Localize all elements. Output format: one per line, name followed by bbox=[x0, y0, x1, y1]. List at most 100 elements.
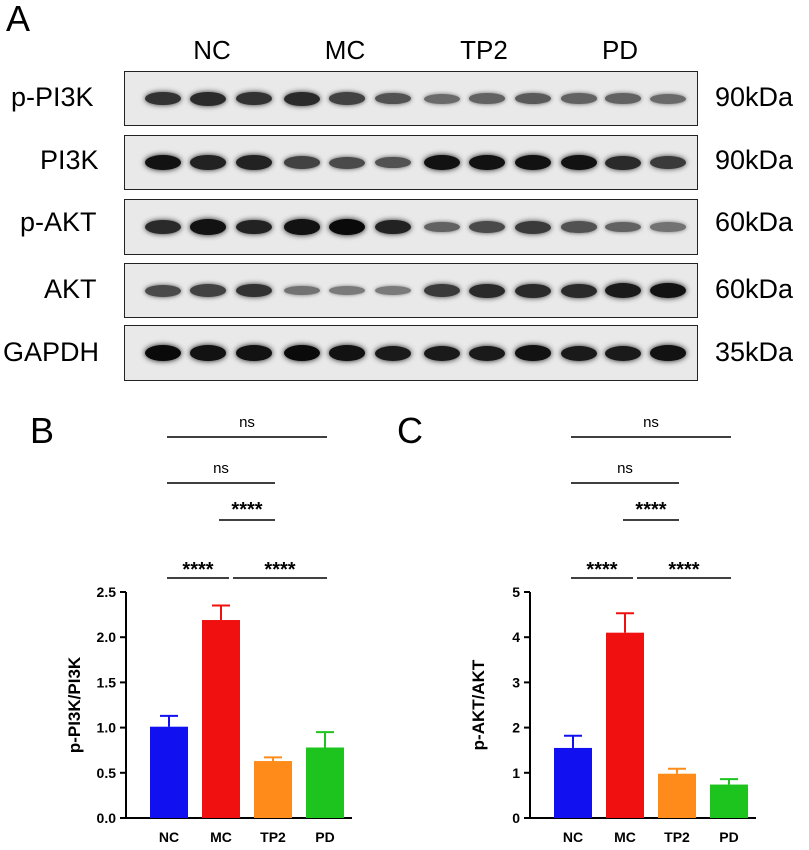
band-p-pi3k-lane-11 bbox=[605, 93, 641, 104]
chart-b-sig-label-3: **** bbox=[182, 559, 213, 581]
band-p-pi3k-lane-1 bbox=[145, 91, 181, 106]
band-p-akt-lane-6 bbox=[375, 219, 411, 235]
row-label-gapdh: GAPDH bbox=[3, 337, 100, 367]
band-pi3k-lane-4 bbox=[284, 156, 320, 169]
chart-b-ytick-label: 0.5 bbox=[97, 765, 117, 781]
chart-c-ytick-label: 4 bbox=[512, 629, 520, 645]
chart-c-ytick-label: 2 bbox=[512, 720, 520, 736]
band-gapdh-lane-12 bbox=[650, 345, 686, 361]
band-p-pi3k-lane-12 bbox=[650, 93, 686, 104]
chart-b-ytick-label: 0.0 bbox=[97, 810, 117, 826]
chart-c-bar-mc bbox=[606, 632, 644, 818]
chart-b-ytick-label: 1.5 bbox=[97, 674, 117, 690]
chart-b-bar-mc bbox=[202, 620, 240, 818]
band-pi3k-lane-5 bbox=[329, 156, 365, 169]
band-p-akt-lane-7 bbox=[424, 221, 460, 233]
chart-b: p-PI3K/PI3K 0.0 0.5 1.0 1.5 2.0 2.5 NC MC TP2 PD ns… bbox=[65, 414, 352, 845]
band-p-akt-lane-2 bbox=[190, 219, 226, 235]
band-gapdh-lane-10 bbox=[561, 345, 597, 361]
chart-c-sig-label-3: **** bbox=[586, 559, 617, 581]
blot-strip-gapdh bbox=[124, 325, 698, 381]
blot-strip-p-akt bbox=[124, 199, 698, 255]
band-p-akt-lane-4 bbox=[284, 219, 320, 235]
chart-c-sig-label-1: ns bbox=[617, 460, 633, 477]
panel-a-letter: A bbox=[6, 0, 31, 39]
band-p-akt-lane-3 bbox=[236, 219, 272, 235]
band-akt-lane-3 bbox=[236, 283, 272, 298]
chart-b-sig-label-4: **** bbox=[264, 559, 295, 581]
row-label-p-akt: p-AKT bbox=[20, 207, 97, 237]
band-p-akt-lane-5 bbox=[329, 219, 365, 235]
chart-c-sig-label-4: **** bbox=[668, 559, 699, 581]
chart-c-sig-label-2: **** bbox=[635, 499, 666, 521]
band-akt-lane-4 bbox=[284, 285, 320, 296]
band-akt-lane-5 bbox=[329, 286, 365, 295]
chart-b-ytick-label: 1.0 bbox=[97, 720, 117, 736]
kda-label-gapdh: 35kDa bbox=[715, 337, 794, 367]
group-label-nc: NC bbox=[193, 35, 231, 65]
blot-strip-akt bbox=[124, 263, 698, 318]
chart-c-ytick-label: 5 bbox=[512, 584, 520, 600]
chart-b-ytick-label: 2.5 bbox=[97, 584, 117, 600]
blot-strip-pi3k bbox=[124, 135, 698, 190]
chart-c-bar-tp2 bbox=[658, 773, 696, 818]
band-p-akt-lane-10 bbox=[561, 221, 597, 233]
band-pi3k-lane-12 bbox=[650, 156, 686, 169]
kda-label-p-akt: 60kDa bbox=[715, 207, 794, 237]
chart-b-sig-label-1: ns bbox=[213, 460, 229, 477]
band-pi3k-lane-8 bbox=[469, 154, 505, 171]
band-p-pi3k-lane-4 bbox=[284, 91, 320, 106]
band-gapdh-lane-4 bbox=[284, 345, 320, 361]
band-akt-lane-9 bbox=[515, 283, 551, 298]
band-p-pi3k-lane-6 bbox=[375, 92, 411, 105]
band-p-pi3k-lane-8 bbox=[469, 93, 505, 104]
band-pi3k-lane-2 bbox=[190, 155, 226, 170]
chart-b-xtick-label: NC bbox=[159, 829, 179, 845]
band-p-pi3k-lane-2 bbox=[190, 91, 226, 106]
group-label-tp2: TP2 bbox=[460, 35, 508, 65]
chart-b-ylabel: p-PI3K/PI3K bbox=[65, 656, 84, 753]
band-akt-lane-10 bbox=[561, 283, 597, 298]
row-label-pi3k: PI3K bbox=[40, 145, 99, 175]
band-p-akt-lane-1 bbox=[145, 220, 181, 234]
chart-b-bar-tp2 bbox=[254, 761, 292, 818]
panel-c-letter: C bbox=[397, 410, 423, 451]
chart-b-sig-label-2: **** bbox=[231, 499, 262, 521]
chart-c-ytick-label: 0 bbox=[512, 810, 520, 826]
band-pi3k-lane-7 bbox=[424, 154, 460, 171]
chart-c-bar-pd bbox=[710, 784, 748, 818]
band-akt-lane-8 bbox=[469, 283, 505, 298]
kda-label-akt: 60kDa bbox=[715, 274, 794, 304]
band-p-pi3k-lane-3 bbox=[236, 91, 272, 106]
band-gapdh-lane-2 bbox=[190, 345, 226, 361]
band-akt-lane-6 bbox=[375, 286, 411, 295]
chart-c-bar-nc bbox=[554, 747, 592, 818]
band-pi3k-lane-11 bbox=[605, 155, 641, 170]
chart-c-xtick-label: MC bbox=[614, 829, 636, 845]
chart-c-ylabel: p-AKT/AKT bbox=[469, 659, 488, 750]
band-pi3k-lane-9 bbox=[515, 154, 551, 171]
band-p-pi3k-lane-9 bbox=[515, 93, 551, 104]
chart-c-ytick-label: 3 bbox=[512, 674, 520, 690]
row-label-akt: AKT bbox=[44, 274, 97, 304]
chart-b-xtick-label: TP2 bbox=[260, 829, 286, 845]
chart-c-ytick-label: 1 bbox=[512, 765, 520, 781]
band-gapdh-lane-8 bbox=[469, 345, 505, 361]
chart-b-xtick-label: PD bbox=[315, 829, 334, 845]
band-gapdh-lane-9 bbox=[515, 345, 551, 361]
band-gapdh-lane-5 bbox=[329, 345, 365, 361]
band-akt-lane-11 bbox=[605, 283, 641, 298]
kda-label-pi3k: 90kDa bbox=[715, 145, 794, 175]
chart-b-xtick-label: MC bbox=[210, 829, 232, 845]
band-pi3k-lane-1 bbox=[145, 154, 181, 171]
band-p-pi3k-lane-5 bbox=[329, 92, 365, 105]
band-p-pi3k-lane-7 bbox=[424, 93, 460, 104]
chart-b-bar-nc bbox=[150, 726, 188, 818]
band-p-pi3k-lane-10 bbox=[561, 93, 597, 104]
band-gapdh-lane-6 bbox=[375, 345, 411, 361]
band-akt-lane-7 bbox=[424, 284, 460, 297]
band-akt-lane-12 bbox=[650, 282, 686, 299]
group-label-mc: MC bbox=[324, 35, 366, 65]
band-pi3k-lane-6 bbox=[375, 156, 411, 169]
band-p-akt-lane-11 bbox=[605, 221, 641, 233]
